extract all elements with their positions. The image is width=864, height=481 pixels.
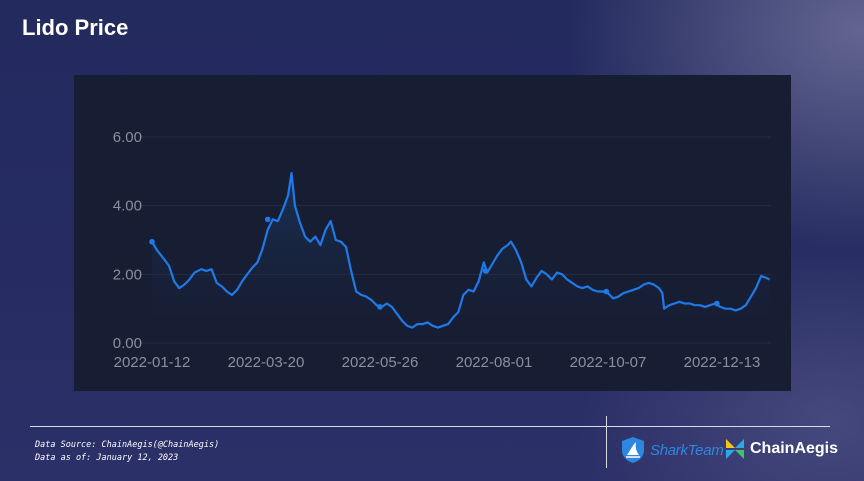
chart-panel: 0.00 2.00 4.00 6.00 2022-01-12 2022-03-20 202… — [74, 75, 791, 391]
x-tick-label: 2022-01-12 — [114, 354, 191, 371]
data-point-marker — [482, 268, 489, 274]
x-tick-label: 2022-05-26 — [342, 354, 419, 371]
shark-fin-shield-icon — [622, 437, 644, 463]
data-point-marker — [377, 304, 383, 310]
data-point-marker — [264, 216, 271, 223]
y-tick-label: 2.00 — [113, 266, 142, 283]
page-title: Lido Price — [22, 15, 129, 40]
price-series-line — [151, 171, 771, 329]
y-tick-label: 4.00 — [113, 198, 142, 215]
data-asof-note: Data as of: January 12, 2023 — [35, 453, 179, 463]
data-point-marker — [603, 288, 610, 295]
y-tick-label: 0.00 — [113, 335, 142, 352]
x-tick-label: 2022-10-07 — [570, 354, 647, 371]
chainaegis-wordmark: ChainAegis — [750, 440, 839, 457]
price-area-fill — [152, 173, 770, 343]
x-tick-label: 2022-12-13 — [684, 354, 761, 371]
data-point-marker — [714, 300, 720, 307]
chainaegis-logo: ChainAegis — [724, 436, 838, 462]
data-point-marker — [149, 238, 155, 245]
data-source-note: Data Source: ChainAegis(@ChainAegis) — [35, 440, 220, 450]
price-line-chart: 0.00 2.00 4.00 6.00 2022-01-12 2022-03-20 202… — [113, 129, 771, 371]
logo-divider — [606, 416, 607, 468]
sharkteam-logo: SharkTeam — [620, 436, 724, 464]
chainaegis-mark-icon — [726, 439, 744, 459]
sharkteam-wordmark: SharkTeam — [650, 441, 724, 459]
footer-divider — [30, 426, 830, 427]
x-tick-label: 2022-08-01 — [456, 354, 533, 371]
x-tick-label: 2022-03-20 — [228, 354, 305, 371]
y-tick-label: 6.00 — [113, 129, 142, 146]
